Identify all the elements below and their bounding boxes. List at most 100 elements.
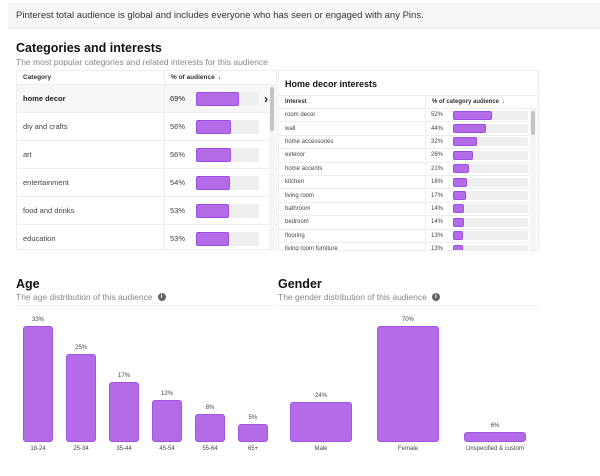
bar-male[interactable]	[290, 402, 352, 442]
pct-value: 32%	[431, 138, 444, 145]
bar-65-[interactable]	[238, 424, 268, 442]
x-tick-label: 35-44	[116, 446, 132, 452]
pct-value: 18%	[431, 179, 444, 186]
categories-subtitle: The most popular categories and related …	[16, 57, 268, 67]
progress-fill	[453, 124, 486, 134]
progress-fill	[453, 244, 463, 250]
interest-label: flooring	[279, 229, 426, 242]
age-subtitle: The age distribution of this audience i	[16, 292, 166, 302]
category-label: art	[17, 141, 165, 168]
table-row[interactable]: flooring 13%	[279, 229, 538, 243]
col-header-pct-label: % of audience	[171, 74, 215, 81]
progress-bar	[196, 231, 259, 246]
bar-18-24[interactable]	[23, 325, 53, 442]
progress-fill	[196, 231, 229, 246]
table-row[interactable]: entertainment 54%	[17, 169, 276, 197]
interests-panel: Home decor interests Interest % of categ…	[278, 70, 539, 251]
progress-fill	[196, 203, 229, 218]
table-row[interactable]: living room 17%	[279, 189, 538, 203]
table-row[interactable]: wall 44%	[279, 122, 538, 136]
x-tick-label: Female	[397, 446, 418, 452]
progress-bar	[196, 175, 259, 190]
progress-fill	[196, 175, 230, 190]
progress-fill	[453, 191, 466, 201]
col-header-pct[interactable]: % of audience ↓	[165, 74, 221, 81]
progress-bar	[453, 231, 528, 241]
pct-value: 21%	[431, 165, 444, 172]
interest-label: exterior	[279, 149, 426, 162]
table-row[interactable]: home accents 21%	[279, 162, 538, 176]
scrollbar[interactable]	[530, 109, 536, 250]
x-tick-label: 18-24	[30, 446, 46, 452]
pct-value: 13%	[431, 246, 444, 251]
progress-bar	[453, 217, 528, 227]
data-label: 33%	[31, 316, 44, 323]
bar-55-64[interactable]	[195, 413, 225, 442]
interest-label: home accents	[279, 162, 426, 175]
data-label: 6%	[490, 423, 500, 430]
table-row[interactable]: education 53%	[17, 225, 276, 249]
table-row[interactable]: bedroom 14%	[279, 216, 538, 230]
progress-fill	[453, 150, 473, 160]
progress-fill	[196, 119, 231, 134]
info-icon[interactable]: i	[157, 293, 166, 301]
bar-35-44[interactable]	[109, 382, 139, 442]
progress-fill	[196, 147, 231, 162]
pct-value: 54%	[170, 178, 186, 187]
pct-value: 52%	[431, 112, 444, 119]
table-row[interactable]: kitchen 18%	[279, 175, 538, 190]
interest-label: bedroom	[279, 216, 426, 229]
data-label: 12%	[160, 390, 173, 397]
col-header-category: Category	[17, 71, 165, 84]
table-row[interactable]: food and drinks 53%	[17, 197, 276, 225]
table-row[interactable]: home decor 69% ›	[17, 85, 276, 113]
progress-bar	[453, 124, 528, 134]
x-tick-label: 65+	[247, 446, 259, 452]
pct-value: 44%	[431, 125, 444, 132]
progress-bar	[453, 110, 528, 120]
pct-value: 53%	[170, 206, 186, 215]
category-label: entertainment	[17, 169, 165, 196]
col-header-category-pct[interactable]: % of category audience ↓	[426, 99, 505, 105]
progress-bar	[453, 164, 528, 174]
age-title: Age	[16, 277, 40, 291]
category-label: home decor	[17, 85, 165, 112]
bar-25-34[interactable]	[66, 354, 96, 442]
table-row[interactable]: home accessories 32%	[279, 135, 538, 150]
table-row[interactable]: bathroom 14%	[279, 202, 538, 217]
category-label: diy and crafts	[17, 113, 165, 140]
chevron-right-icon[interactable]: ›	[264, 91, 268, 106]
pct-value: 56%	[170, 150, 186, 159]
pct-value: 69%	[170, 94, 186, 103]
progress-fill	[453, 204, 464, 214]
progress-bar	[453, 177, 528, 187]
table-row[interactable]: art 56%	[17, 141, 276, 169]
interest-label: living room	[279, 189, 426, 202]
categories-table: Category % of audience ↓ home decor 69% › di…	[16, 70, 277, 250]
interest-label: home accessories	[279, 135, 426, 149]
interest-label: living room furniture	[279, 242, 426, 250]
table-row[interactable]: exterior 26%	[279, 149, 538, 163]
progress-bar	[453, 137, 528, 147]
table-row[interactable]: living room furniture 13%	[279, 242, 538, 251]
scrollbar[interactable]	[269, 85, 275, 249]
x-tick-label: Male	[314, 446, 328, 452]
table-row[interactable]: diy and crafts 56%	[17, 113, 276, 141]
progress-fill	[453, 177, 467, 187]
progress-fill	[453, 231, 463, 241]
category-label: education	[17, 225, 165, 249]
bar-unspecified-custom[interactable]	[464, 432, 526, 442]
divider	[278, 305, 538, 306]
col-header-interest: Interest	[279, 96, 426, 108]
bar-45-54[interactable]	[152, 399, 182, 442]
categories-title: Categories and interests	[16, 41, 162, 55]
progress-bar	[453, 150, 528, 160]
progress-bar	[453, 191, 528, 201]
bar-female[interactable]	[377, 325, 439, 442]
x-tick-label: Unspecified & custom	[465, 446, 525, 452]
table-row[interactable]: room decor 52%	[279, 109, 538, 123]
data-label: 70%	[401, 316, 414, 323]
gender-title: Gender	[278, 277, 322, 291]
info-icon[interactable]: i	[431, 293, 440, 301]
gender-subtitle-text: The gender distribution of this audience	[278, 292, 427, 302]
